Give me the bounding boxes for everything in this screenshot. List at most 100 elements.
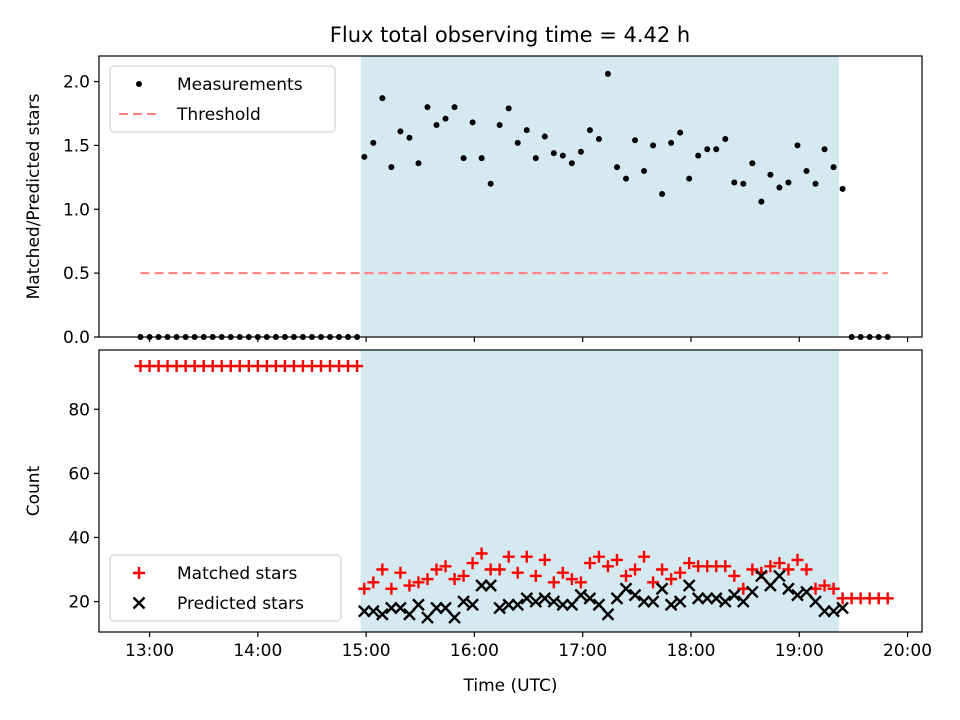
data-point	[749, 160, 756, 167]
data-point	[511, 566, 524, 579]
y-axis-label: Count	[24, 465, 44, 516]
data-point	[695, 152, 702, 159]
data-point	[713, 146, 720, 153]
x-tick-label: 16:00	[450, 641, 499, 661]
data-point	[664, 598, 678, 612]
data-point	[647, 576, 660, 589]
data-point	[767, 171, 774, 178]
data-point	[547, 595, 561, 608]
data-point	[559, 152, 566, 159]
data-point	[758, 198, 765, 205]
data-point	[385, 582, 398, 595]
legend-label: Predicted stars	[177, 594, 304, 614]
data-point	[718, 595, 732, 608]
data-point	[475, 547, 488, 560]
data-point	[487, 180, 494, 187]
data-point	[351, 360, 364, 373]
data-point	[403, 579, 416, 592]
data-point	[794, 142, 801, 149]
legend-marker	[136, 81, 142, 87]
data-point	[583, 557, 596, 570]
data-point	[791, 588, 804, 602]
data-point	[604, 70, 611, 77]
data-point	[601, 608, 615, 621]
data-point	[379, 95, 386, 102]
data-point	[366, 604, 380, 618]
data-point	[613, 164, 620, 171]
data-point	[376, 563, 389, 576]
data-point	[514, 139, 521, 146]
x-tick-label: 15:00	[342, 641, 391, 661]
data-point	[601, 560, 614, 573]
data-point	[773, 557, 786, 570]
data-point	[520, 550, 533, 563]
data-point	[673, 595, 687, 608]
data-point	[619, 582, 633, 596]
data-point	[469, 119, 476, 126]
data-point	[565, 573, 578, 586]
data-point	[583, 592, 597, 605]
data-point	[367, 576, 380, 589]
series-predicted-stars	[357, 569, 849, 624]
data-point	[451, 104, 458, 111]
shaded-region	[360, 56, 839, 337]
legend-box	[109, 65, 336, 133]
x-axis-label: Time (UTC)	[463, 676, 558, 696]
data-point	[403, 608, 416, 621]
data-point	[740, 180, 747, 187]
data-point	[433, 121, 440, 128]
data-point	[529, 595, 543, 608]
data-point	[358, 582, 371, 595]
data-point	[532, 155, 539, 162]
data-point	[881, 592, 894, 605]
data-point	[665, 573, 678, 586]
legend-label: Measurements	[177, 75, 303, 95]
y-tick-label: 2.0	[63, 73, 90, 93]
data-point	[586, 127, 593, 134]
data-point	[424, 104, 431, 111]
data-point	[439, 601, 452, 615]
data-point	[565, 598, 579, 612]
data-point	[595, 136, 602, 143]
data-point	[836, 601, 849, 615]
data-point	[394, 566, 407, 579]
data-point	[791, 553, 804, 566]
data-point	[415, 160, 422, 167]
data-point	[478, 155, 485, 162]
data-point	[803, 167, 810, 174]
data-point	[610, 592, 624, 605]
data-point	[523, 127, 530, 134]
data-point	[785, 179, 792, 186]
data-point	[502, 550, 515, 563]
data-point	[746, 563, 759, 576]
data-point	[656, 563, 669, 576]
data-point	[466, 598, 479, 612]
data-point	[782, 563, 795, 576]
legend-box	[109, 554, 342, 622]
legend-label: Threshold	[176, 105, 261, 125]
data-point	[529, 569, 542, 582]
data-point	[397, 128, 404, 135]
data-point	[493, 601, 507, 615]
data-point	[809, 582, 822, 595]
data-point	[460, 155, 467, 162]
data-point	[568, 160, 575, 167]
y-tick-label: 0.0	[63, 328, 90, 348]
data-point	[704, 146, 711, 153]
series-measurements	[137, 70, 891, 340]
data-point	[818, 579, 831, 592]
data-point	[547, 576, 560, 589]
y-tick-label: 60	[68, 464, 90, 484]
legend: Matched stars Predicted stars	[109, 554, 342, 622]
data-point	[412, 598, 425, 612]
data-point	[448, 573, 461, 586]
data-point	[641, 167, 648, 174]
x-tick-label: 18:00	[666, 641, 715, 661]
x-tick-label: 17:00	[558, 641, 607, 661]
x-tick-label: 14:00	[233, 641, 282, 661]
data-point	[683, 557, 696, 570]
data-point	[745, 585, 759, 599]
data-point	[623, 175, 630, 182]
data-point	[376, 608, 389, 621]
data-point	[722, 136, 729, 143]
